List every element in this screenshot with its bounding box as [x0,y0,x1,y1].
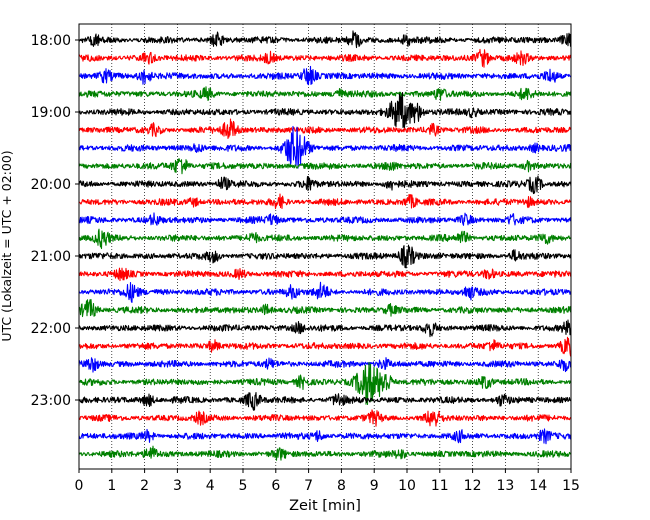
y-tick-label: 23:00 [31,393,71,409]
x-tick-label: 13 [496,478,514,494]
x-tick-label: 10 [398,478,416,494]
trace-2015-line [78,193,572,210]
grid-lines [111,24,539,469]
trace-2345-line [78,445,572,461]
x-tick-label: 3 [173,478,182,494]
y-tick-label: 19:00 [31,105,71,121]
trace-2230-line [78,357,572,373]
trace-1915-line [78,118,572,139]
trace-1900-line [78,91,572,131]
trace-2245-line [78,361,572,406]
x-tick-label: 15 [562,478,580,494]
trace-1800-line [78,30,572,49]
x-tick-label: 14 [529,478,547,494]
x-tick-label: 5 [239,478,248,494]
trace-2045-line [78,228,572,250]
trace-1930-line [78,125,572,169]
y-tick-label: 20:00 [31,177,71,193]
trace-2030-line [78,212,572,226]
trace-2000-line [78,175,572,195]
trace-1945-line [78,157,572,175]
trace-lines [78,30,572,461]
y-axis: 18:00 19:00 20:00 21:00 22:00 23:00 [31,33,79,409]
y-axis-label: UTC (Lokalzeit = UTC + 02:00) [0,150,14,341]
trace-1830-line [78,65,572,86]
x-tick-label: 9 [370,478,379,494]
trace-2100-line [78,244,572,269]
x-tick-label: 2 [140,478,149,494]
x-axis-label: Zeit [min] [289,498,361,514]
x-tick-label: 11 [431,478,449,494]
x-tick-label: 4 [206,478,215,494]
x-tick-label: 1 [107,478,116,494]
x-tick-label: 7 [304,478,313,494]
trace-2145-line [78,299,572,318]
x-tick-label: 8 [337,478,346,494]
y-tick-label: 21:00 [31,249,71,265]
y-tick-label: 18:00 [31,33,71,49]
trace-2215-line [78,336,572,357]
x-tick-label: 12 [464,478,482,494]
x-axis: 0 1 2 3 4 5 6 7 8 9 10 11 12 13 14 15 [75,469,580,494]
trace-2115-line [78,267,572,282]
y-tick-label: 22:00 [31,321,71,337]
trace-2130-line [78,281,572,303]
trace-2315-line [78,409,572,427]
trace-2330-line [78,428,572,445]
trace-1845-line [78,86,572,101]
x-tick-label: 6 [271,478,280,494]
trace-1815-line [78,48,572,68]
x-tick-label: 0 [75,478,84,494]
plot-frame [78,23,572,470]
trace-2300-line [78,392,572,411]
trace-2200-line [78,319,572,338]
